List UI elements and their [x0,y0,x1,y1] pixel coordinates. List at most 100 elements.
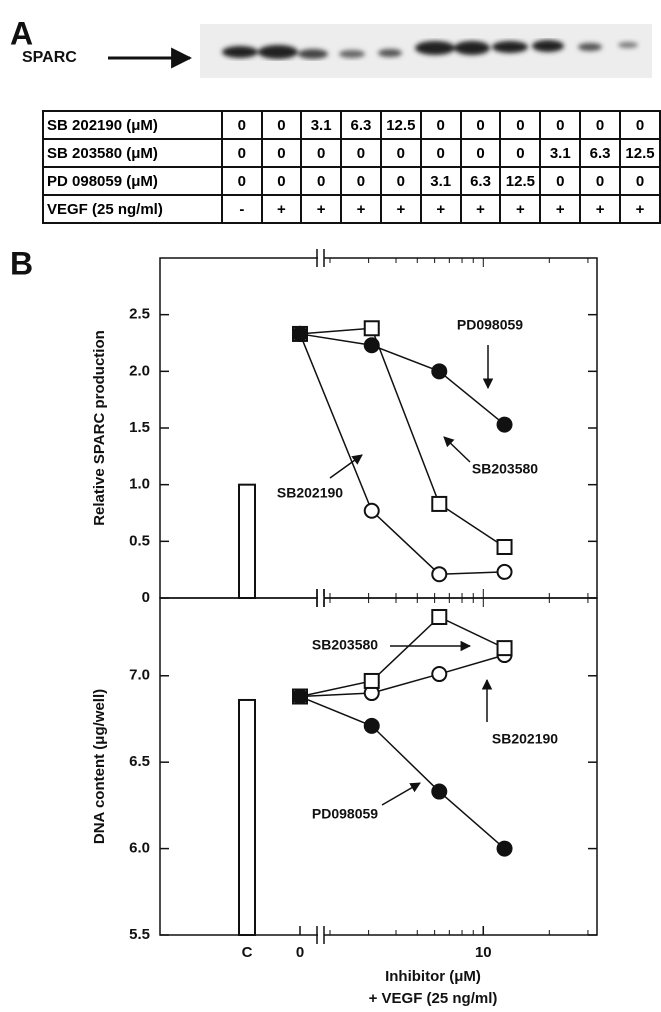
y-tick-label: 1.5 [129,419,150,436]
table-cell: 12.5 [620,139,660,167]
table-cell: 0 [222,139,262,167]
annotation: PD098059 [457,317,523,333]
marker [498,641,512,655]
y-tick-label: 5.5 [129,926,150,943]
table-cell: + [421,195,461,223]
table-cell: 0 [461,139,501,167]
series-line [300,334,505,574]
table-cell: 0 [540,111,580,139]
table-cell: 3.1 [540,139,580,167]
y-tick-label: 2.5 [129,306,150,323]
y-tick-label: 6.0 [129,840,150,857]
y-tick-label: 2.0 [129,362,150,379]
annotation: SB203580 [312,637,378,653]
marker [498,565,512,579]
table-cell: 0 [461,111,501,139]
marker [293,327,307,341]
y-tick-label: 1.0 [129,476,150,493]
marker [432,567,446,581]
annotation: PD098059 [312,806,378,822]
axis-break [318,596,324,600]
table-cell: 0 [222,167,262,195]
table-cell: 0 [262,139,302,167]
table-cell: 0 [262,167,302,195]
plot-frame [160,598,597,935]
table-cell: 0 [620,111,660,139]
marker [432,785,446,799]
table-row: VEGF (25 ng/ml)-++++++++++ [43,195,660,223]
annotation-arrow [382,783,420,805]
marker [365,674,379,688]
x-tick-label: 10 [475,944,492,961]
page: { "panel_labels": ["A", "B"], "blot_labe… [0,0,661,1012]
annotation-arrow [444,437,470,462]
marker [432,364,446,378]
table-cell: 0 [301,139,341,167]
annotation: SB203580 [472,461,538,477]
control-bar [239,700,255,935]
control-bar [239,485,255,598]
x-axis-label: + VEGF (25 ng/ml) [369,990,498,1007]
marker [365,338,379,352]
table-cell: 6.3 [461,167,501,195]
table-cell: + [461,195,501,223]
table-cell: 6.3 [580,139,620,167]
marker [365,321,379,335]
series-line [300,328,505,547]
y-tick-label: 6.5 [129,753,150,770]
table-cell: + [580,195,620,223]
table-cell: 0 [421,111,461,139]
x-tick-label: 0 [296,944,304,961]
series-line [300,697,505,849]
table-cell: + [540,195,580,223]
y-axis-label: Relative SPARC production [91,330,108,526]
panel-label: A [10,15,33,51]
table-cell: 0 [341,167,381,195]
table-cell: 0 [620,167,660,195]
table-cell: 0 [540,167,580,195]
table-cell: 0 [262,111,302,139]
table-cell: + [262,195,302,223]
table-cell: + [381,195,421,223]
plot-frame [160,258,597,598]
y-tick-label: 0 [142,589,150,606]
marker [365,719,379,733]
x-axis-label: Inhibitor (μM) [385,968,481,985]
marker [293,690,307,704]
table-cell: 12.5 [500,167,540,195]
row-header: SB 202190 (μM) [43,111,222,139]
table-cell: 0 [580,111,620,139]
marker [498,842,512,856]
axis-break [318,933,324,937]
table-cell: - [222,195,262,223]
table-cell: 3.1 [301,111,341,139]
table-cell: + [301,195,341,223]
y-axis-label: DNA content (μg/well) [91,689,108,844]
table-cell: 0 [381,139,421,167]
annotation: SB202190 [277,485,343,501]
y-tick-label: 0.5 [129,532,150,549]
table-cell: 0 [580,167,620,195]
annotation: SB202190 [492,731,558,747]
table-cell: 6.3 [341,111,381,139]
blot-label: SPARC [22,49,77,66]
axis-break [318,256,324,260]
marker [432,497,446,511]
table-cell: 0 [500,139,540,167]
marker [432,610,446,624]
table-cell: 0 [381,167,421,195]
table-cell: 12.5 [381,111,421,139]
panel-label: B [10,245,33,281]
y-tick-label: 7.0 [129,667,150,684]
table-cell: + [620,195,660,223]
marker [432,667,446,681]
x-tick-label: C [242,944,253,961]
blot [200,24,652,78]
row-header: SB 203580 (μM) [43,139,222,167]
table-cell: 0 [222,111,262,139]
table-cell: 0 [500,111,540,139]
marker [498,418,512,432]
